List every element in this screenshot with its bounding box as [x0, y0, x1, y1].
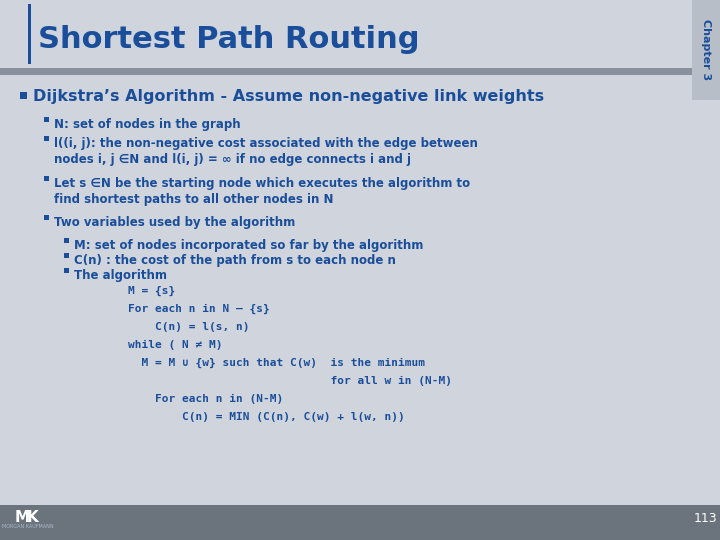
Bar	[44, 117, 49, 122]
Text: For each n in (N-M): For each n in (N-M)	[128, 394, 283, 404]
Bar	[44, 176, 49, 181]
Text: C(n) = MIN (C(n), C(w) + l(w, n)): C(n) = MIN (C(n), C(w) + l(w, n))	[128, 412, 405, 422]
Text: N: set of nodes in the graph: N: set of nodes in the graph	[54, 118, 240, 131]
Text: Chapter 3: Chapter 3	[701, 19, 711, 80]
Text: Shortest Path Routing: Shortest Path Routing	[38, 25, 420, 55]
Text: M: set of nodes incorporated so far by the algorithm: M: set of nodes incorporated so far by t…	[74, 239, 423, 252]
Bar	[28, 4, 31, 64]
Bar	[64, 268, 69, 273]
Bar	[0, 68, 720, 75]
Text: C(n) = l(s, n): C(n) = l(s, n)	[128, 322, 250, 332]
Bar	[692, 0, 720, 100]
Text: l((i, j): the non-negative cost associated with the edge between
nodes i, j ∈N a: l((i, j): the non-negative cost associat…	[54, 137, 478, 166]
Text: M = M ∪ {w} such that C(w)  is the minimum: M = M ∪ {w} such that C(w) is the minimu…	[128, 358, 425, 368]
Bar	[44, 136, 49, 141]
Bar	[44, 215, 49, 220]
Text: Dijkstra’s Algorithm - Assume non-negative link weights: Dijkstra’s Algorithm - Assume non-negati…	[33, 89, 544, 104]
Text: for all w in (N-M): for all w in (N-M)	[128, 376, 452, 386]
Text: 113: 113	[693, 512, 717, 525]
Text: MORGAN KAUFMANN: MORGAN KAUFMANN	[2, 523, 54, 529]
Bar	[0, 0, 720, 70]
Text: Two variables used by the algorithm: Two variables used by the algorithm	[54, 216, 295, 229]
Bar	[20, 92, 27, 99]
Text: M = {s}: M = {s}	[128, 286, 175, 296]
Text: M: M	[14, 510, 30, 525]
Bar	[64, 253, 69, 258]
Text: Let s ∈N be the starting node which executes the algorithm to
find shortest path: Let s ∈N be the starting node which exec…	[54, 177, 470, 206]
Bar	[64, 238, 69, 243]
Text: while ( N ≠ M): while ( N ≠ M)	[128, 340, 222, 350]
Text: K: K	[26, 510, 38, 525]
Bar	[0, 505, 720, 540]
Text: The algorithm: The algorithm	[74, 269, 167, 282]
Text: C(n) : the cost of the path from s to each node n: C(n) : the cost of the path from s to ea…	[74, 254, 396, 267]
Text: For each n in N – {s}: For each n in N – {s}	[128, 304, 270, 314]
